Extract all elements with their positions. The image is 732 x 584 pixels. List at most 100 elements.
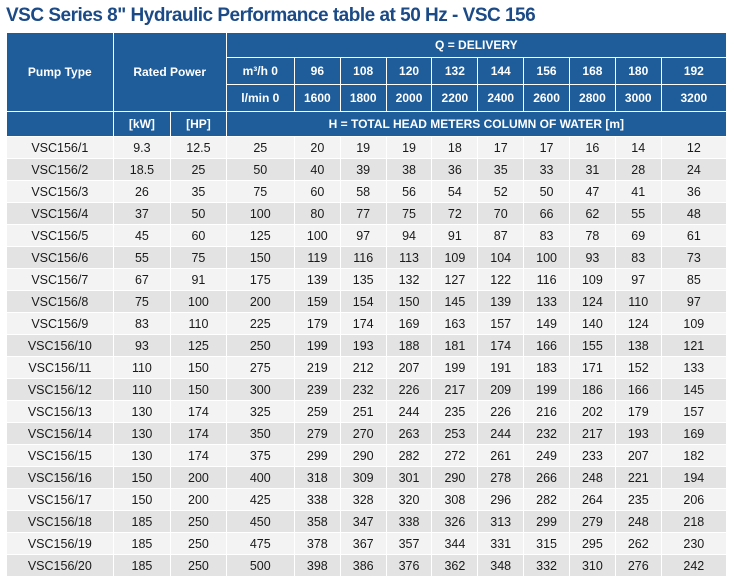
pump-model-cell: VSC156/16 [6, 466, 114, 489]
pump-model-cell: VSC156/19 [6, 532, 114, 555]
kw-cell: 83 [112, 312, 172, 335]
page-title: VSC Series 8" Hydraulic Performance tabl… [6, 5, 536, 26]
head-cell: 299 [293, 444, 341, 467]
head-cell: 116 [523, 268, 570, 291]
head-cell: 52 [477, 180, 525, 203]
head-cell: 36 [431, 158, 479, 181]
m3h-value: 108 [339, 57, 387, 85]
head-cell: 122 [477, 268, 525, 291]
hp-cell: 200 [170, 466, 227, 489]
table-row: VSC156/13 130 174 325 259 251 244 235 226 216 202 1… [6, 400, 728, 423]
head-cell: 183 [523, 356, 570, 379]
head-cell: 239 [293, 378, 341, 401]
m3h-value: 96 [293, 57, 341, 85]
head-cell: 175 [225, 268, 295, 291]
head-cell: 138 [614, 334, 662, 357]
head-cell: 233 [568, 444, 616, 467]
head-cell: 226 [477, 400, 525, 423]
head-cell: 58 [339, 180, 387, 203]
head-cell: 248 [614, 510, 662, 533]
head-cell: 378 [293, 532, 341, 555]
pump-model-cell: VSC156/6 [6, 246, 114, 269]
pump-type-header: Pump Type [6, 32, 114, 112]
table-row: VSC156/14 130 174 350 279 270 263 253 244 232 217 1… [6, 422, 728, 445]
head-cell: 376 [385, 554, 433, 577]
m3h-value: 180 [614, 57, 662, 85]
hp-cell: 174 [170, 400, 227, 423]
head-cell: 309 [339, 466, 387, 489]
head-cell: 110 [614, 290, 662, 313]
head-cell: 132 [385, 268, 433, 291]
pump-model-cell: VSC156/8 [6, 290, 114, 313]
kw-cell: 45 [112, 224, 172, 247]
lmin-value: 2000 [385, 84, 433, 112]
head-cell: 124 [614, 312, 662, 335]
head-cell: 181 [431, 334, 479, 357]
head-cell: 139 [293, 268, 341, 291]
kw-cell: 93 [112, 334, 172, 357]
kw-cell: 185 [112, 532, 172, 555]
head-cell: 270 [339, 422, 387, 445]
head-cell: 264 [568, 488, 616, 511]
head-cell: 250 [225, 334, 295, 357]
head-cell: 308 [431, 488, 479, 511]
head-header: H = TOTAL HEAD METERS COLUMN OF WATER [m… [225, 111, 728, 137]
head-cell: 261 [477, 444, 525, 467]
head-cell: 78 [568, 224, 616, 247]
lmin-value: 2200 [431, 84, 479, 112]
table-row: VSC156/8 75 100 200 159 154 150 145 139 133 124 110… [6, 290, 728, 313]
head-cell: 56 [385, 180, 433, 203]
kw-cell: 150 [112, 488, 172, 511]
head-cell: 207 [614, 444, 662, 467]
head-cell: 358 [293, 510, 341, 533]
head-cell: 121 [660, 334, 728, 357]
head-cell: 199 [523, 378, 570, 401]
hp-cell: 125 [170, 334, 227, 357]
head-cell: 41 [614, 180, 662, 203]
head-cell: 251 [339, 400, 387, 423]
head-cell: 500 [225, 554, 295, 577]
m3h-value: 192 [660, 57, 728, 85]
table-row: VSC156/17 150 200 425 338 328 320 308 296 282 264 2… [6, 488, 728, 511]
head-cell: 62 [568, 202, 616, 225]
head-cell: 253 [431, 422, 479, 445]
kw-cell: 26 [112, 180, 172, 203]
head-cell: 174 [339, 312, 387, 335]
pump-model-cell: VSC156/20 [6, 554, 114, 577]
head-cell: 16 [568, 136, 616, 159]
head-cell: 166 [523, 334, 570, 357]
head-cell: 50 [523, 180, 570, 203]
head-cell: 232 [339, 378, 387, 401]
head-cell: 290 [431, 466, 479, 489]
head-cell: 242 [660, 554, 728, 577]
table-row: VSC156/5 45 60 125 100 97 94 91 87 83 78 69 61 [6, 224, 728, 247]
head-cell: 199 [431, 356, 479, 379]
head-cell: 54 [431, 180, 479, 203]
head-cell: 290 [339, 444, 387, 467]
head-cell: 166 [614, 378, 662, 401]
head-cell: 109 [660, 312, 728, 335]
head-cell: 179 [293, 312, 341, 335]
head-cell: 109 [431, 246, 479, 269]
head-cell: 154 [339, 290, 387, 313]
head-cell: 193 [614, 422, 662, 445]
lmin-value: 2400 [477, 84, 525, 112]
m3h-value: 144 [477, 57, 525, 85]
head-cell: 133 [660, 356, 728, 379]
head-cell: 199 [293, 334, 341, 357]
pump-model-cell: VSC156/7 [6, 268, 114, 291]
head-cell: 425 [225, 488, 295, 511]
m3h-value: 120 [385, 57, 433, 85]
pump-model-cell: VSC156/9 [6, 312, 114, 335]
head-cell: 19 [339, 136, 387, 159]
head-cell: 219 [293, 356, 341, 379]
kw-cell: 75 [112, 290, 172, 313]
pump-model-cell: VSC156/17 [6, 488, 114, 511]
hp-cell: 250 [170, 532, 227, 555]
table-row: VSC156/11 110 150 275 219 212 207 199 191 183 171 1… [6, 356, 728, 379]
head-cell: 191 [477, 356, 525, 379]
head-cell: 338 [293, 488, 341, 511]
head-cell: 25 [225, 136, 295, 159]
hp-cell: 50 [170, 202, 227, 225]
head-cell: 125 [225, 224, 295, 247]
